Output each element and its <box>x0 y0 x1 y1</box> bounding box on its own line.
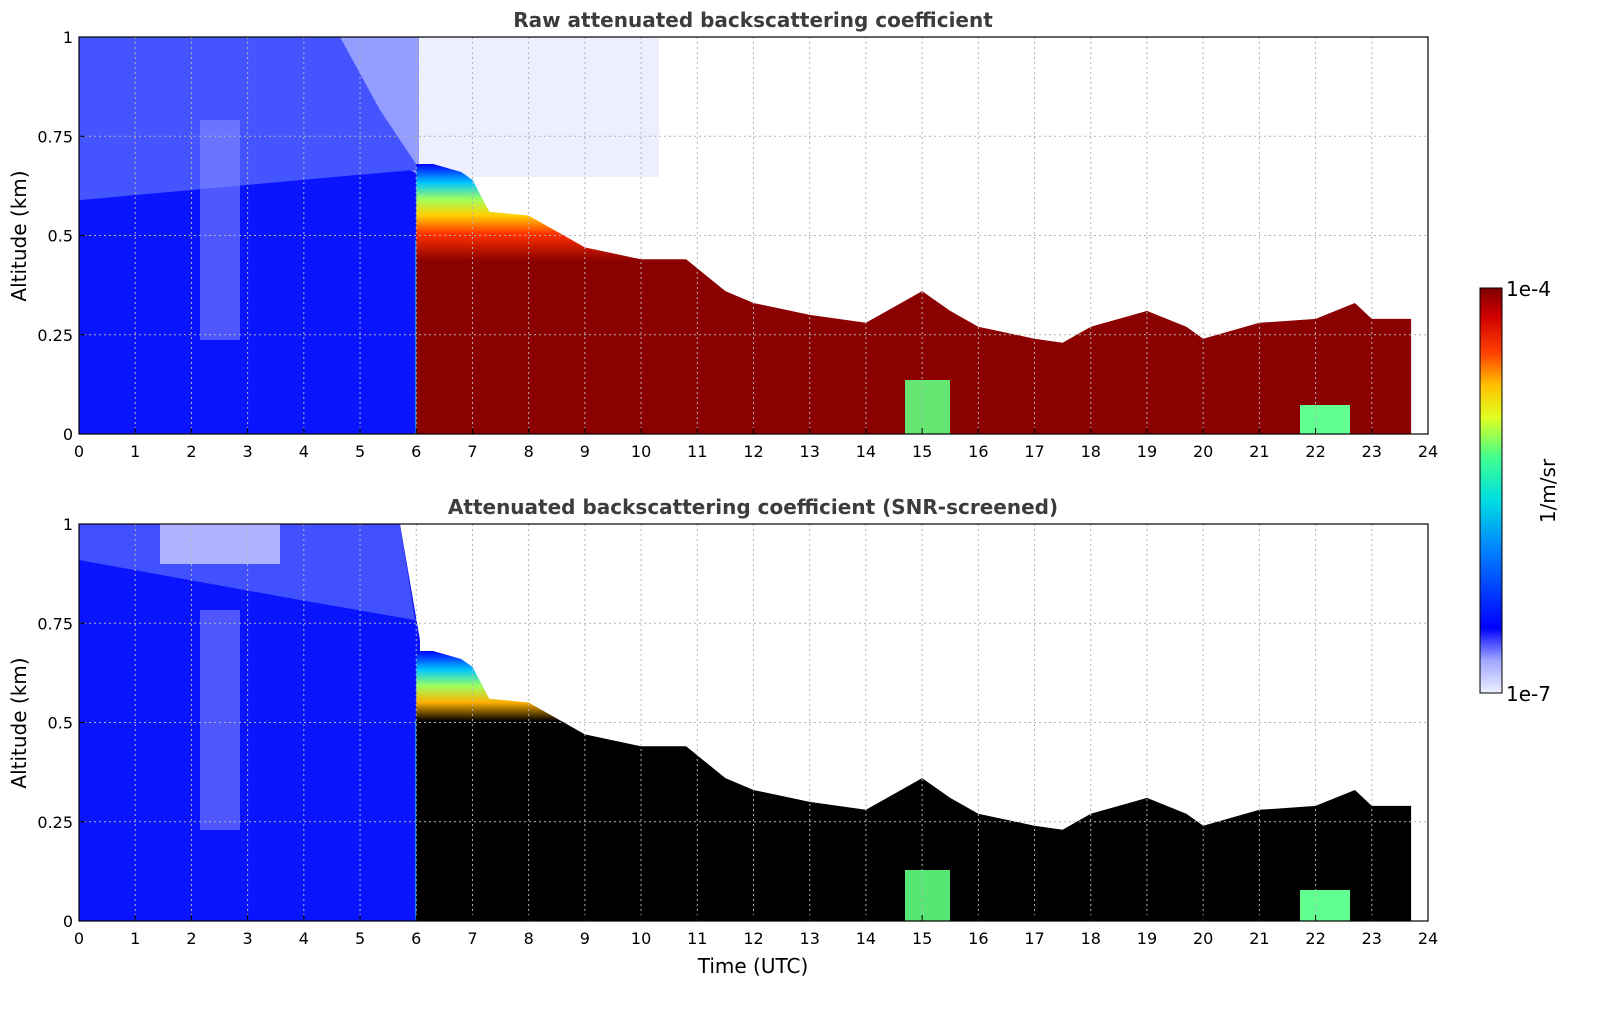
panel1-y-ticks: 0 0.25 0.5 0.75 1 <box>37 28 85 444</box>
x-tick-label: 4 <box>299 442 309 461</box>
panel1-title: Raw attenuated backscattering coefficien… <box>513 8 993 32</box>
y-tick-label: 1 <box>63 515 73 534</box>
x-tick-label: 20 <box>1193 442 1213 461</box>
x-tick-label: 18 <box>1081 929 1101 948</box>
x-tick-label: 23 <box>1362 442 1382 461</box>
y-tick-label: 0.75 <box>37 614 73 633</box>
panel2-layer <box>416 651 1412 921</box>
x-tick-label: 2 <box>186 442 196 461</box>
x-tick-label: 8 <box>524 442 534 461</box>
x-tick-label: 22 <box>1305 929 1325 948</box>
colorbar-max-label: 1e-4 <box>1506 277 1551 301</box>
panel2-y-ticks: 0 0.25 0.5 0.75 1 <box>37 515 85 931</box>
panel2-ylabel: Altitude (km) <box>7 657 31 788</box>
y-tick-label: 0.75 <box>37 127 73 146</box>
x-tick-label: 7 <box>467 442 477 461</box>
x-tick-label: 24 <box>1418 929 1438 948</box>
panel1-layer <box>416 164 1412 434</box>
colorbar <box>1479 287 1503 694</box>
y-tick-label: 0 <box>63 425 73 444</box>
x-tick-label: 15 <box>912 442 932 461</box>
x-tick-label: 2 <box>186 929 196 948</box>
x-tick-label: 16 <box>968 929 988 948</box>
x-tick-label: 1 <box>130 929 140 948</box>
y-tick-label: 0.25 <box>37 326 73 345</box>
x-tick-label: 21 <box>1249 442 1269 461</box>
x-tick-label: 22 <box>1305 442 1325 461</box>
x-tick-label: 6 <box>411 442 421 461</box>
x-tick-label: 17 <box>1024 442 1044 461</box>
x-tick-label: 8 <box>524 929 534 948</box>
x-tick-label: 23 <box>1362 929 1382 948</box>
panel2-xlabel: Time (UTC) <box>697 954 809 978</box>
panel2-grid <box>79 524 1428 921</box>
x-tick-label: 9 <box>580 929 590 948</box>
x-tick-label: 4 <box>299 929 309 948</box>
x-tick-label: 12 <box>743 929 763 948</box>
x-tick-label: 10 <box>631 442 651 461</box>
x-tick-label: 15 <box>912 929 932 948</box>
x-tick-label: 17 <box>1024 929 1044 948</box>
x-tick-label: 7 <box>467 929 477 948</box>
panel1-x-ticks: 0 1 2 3 4 5 6 7 8 9 10 11 12 13 14 15 16 17 18 19 20 21 22 23 24 <box>74 428 1438 461</box>
panel2-title: Attenuated backscattering coefficient (S… <box>448 495 1058 519</box>
x-tick-label: 18 <box>1081 442 1101 461</box>
x-tick-label: 13 <box>800 929 820 948</box>
x-tick-label: 1 <box>130 442 140 461</box>
y-tick-label: 0 <box>63 912 73 931</box>
x-tick-label: 0 <box>74 929 84 948</box>
x-tick-label: 12 <box>743 442 763 461</box>
x-tick-label: 21 <box>1249 929 1269 948</box>
x-tick-label: 24 <box>1418 442 1438 461</box>
y-tick-label: 0.5 <box>48 227 73 246</box>
x-tick-label: 5 <box>355 929 365 948</box>
panel2-x-ticks: 0 1 2 3 4 5 6 7 8 9 10 11 12 13 14 15 16 17 18 19 20 21 22 23 24 <box>74 915 1438 948</box>
x-tick-label: 19 <box>1137 929 1157 948</box>
x-tick-label: 6 <box>411 929 421 948</box>
x-tick-label: 10 <box>631 929 651 948</box>
x-tick-label: 5 <box>355 442 365 461</box>
x-tick-label: 16 <box>968 442 988 461</box>
y-tick-label: 0.5 <box>48 714 73 733</box>
x-tick-label: 3 <box>243 442 253 461</box>
x-tick-label: 0 <box>74 442 84 461</box>
x-tick-label: 11 <box>687 442 707 461</box>
x-tick-label: 9 <box>580 442 590 461</box>
x-tick-label: 14 <box>856 929 876 948</box>
colorbar-min-label: 1e-7 <box>1506 682 1551 706</box>
panel1-ylabel: Altitude (km) <box>7 170 31 301</box>
x-tick-label: 3 <box>243 929 253 948</box>
y-tick-label: 1 <box>63 28 73 47</box>
colorbar-label: 1/m/sr <box>1536 458 1560 523</box>
x-tick-label: 20 <box>1193 929 1213 948</box>
y-tick-label: 0.25 <box>37 813 73 832</box>
panel1-aerosol-region <box>79 170 420 434</box>
x-tick-label: 13 <box>800 442 820 461</box>
panel1-grid <box>79 37 1428 434</box>
x-tick-label: 19 <box>1137 442 1157 461</box>
x-tick-label: 11 <box>687 929 707 948</box>
x-tick-label: 14 <box>856 442 876 461</box>
